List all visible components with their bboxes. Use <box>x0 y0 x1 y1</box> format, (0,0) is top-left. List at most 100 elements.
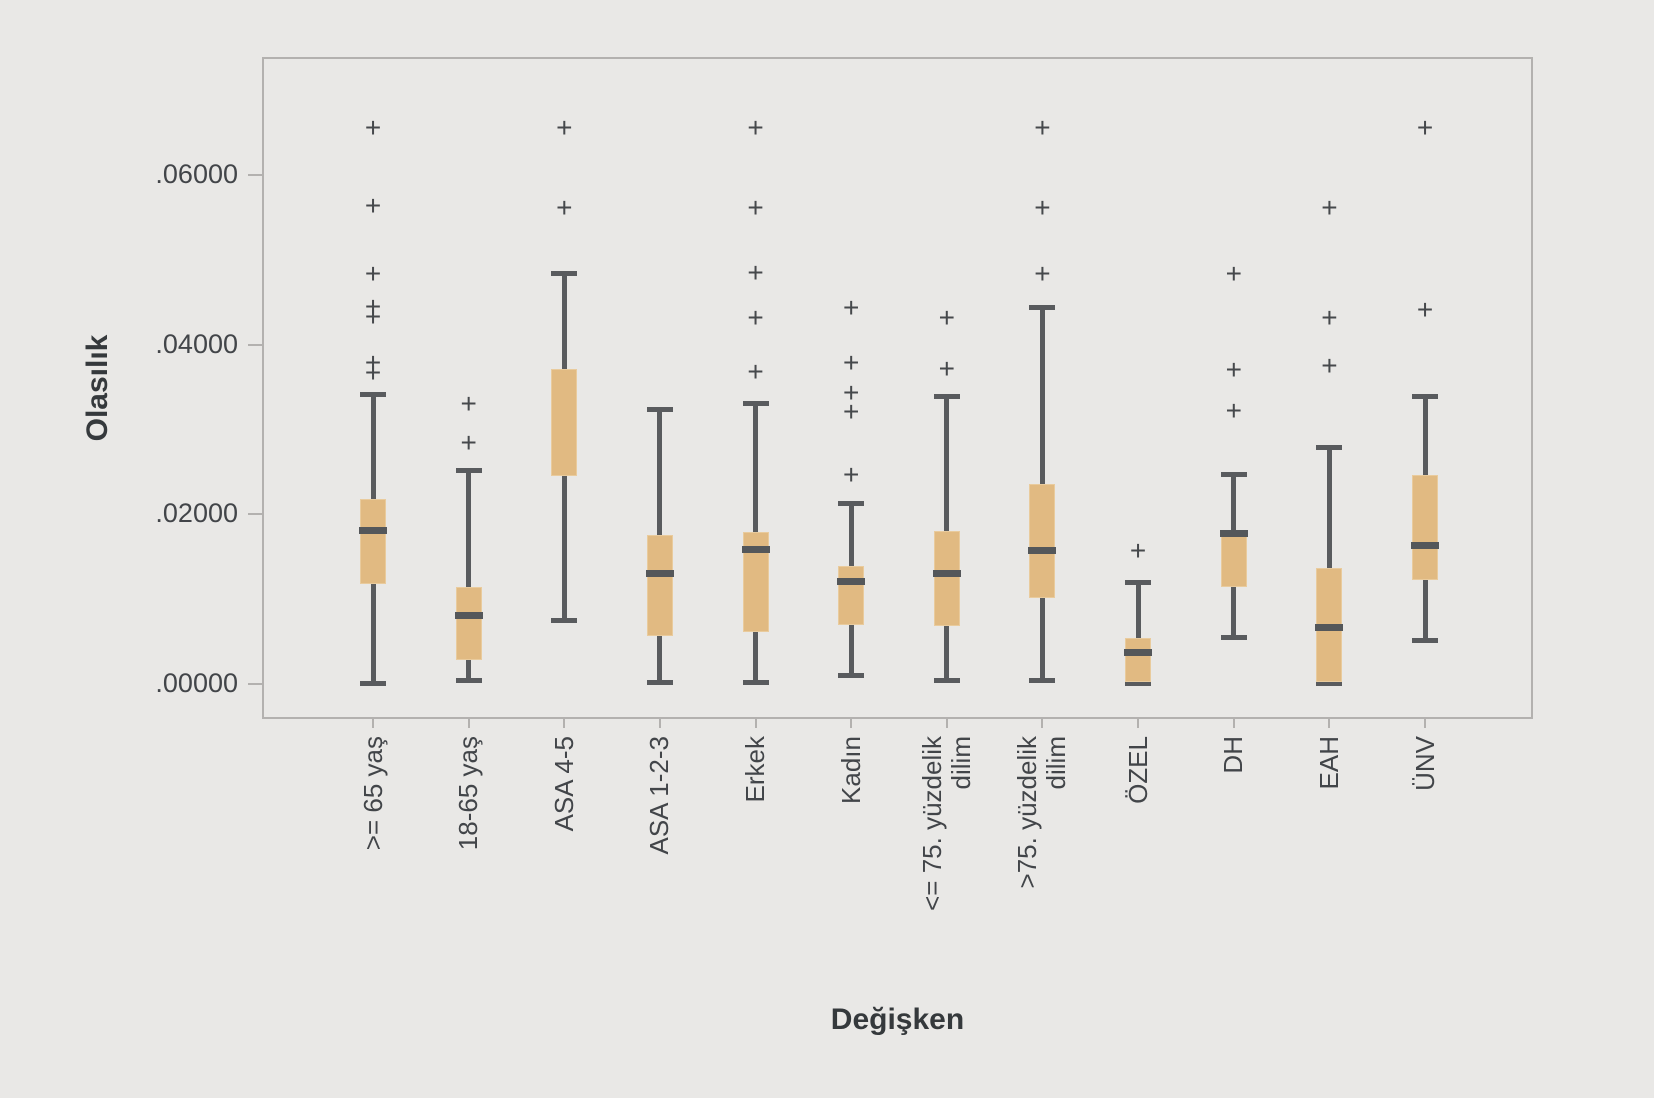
outlier-marker: + <box>556 112 573 144</box>
y-tick-label: .00000 <box>155 668 238 699</box>
whisker-cap-bottom <box>838 672 865 678</box>
x-tick-mark <box>1424 719 1427 728</box>
median-line <box>932 570 961 578</box>
outlier-marker: + <box>1416 293 1434 325</box>
outlier-marker: + <box>1034 192 1051 224</box>
median-line <box>1411 541 1440 549</box>
outlier-marker: + <box>1321 192 1338 224</box>
whisker-line <box>466 470 472 681</box>
x-tick-mark <box>1328 719 1331 728</box>
x-category-label: Kadın <box>835 736 866 804</box>
whisker-cap-top <box>838 500 865 506</box>
x-tick-mark <box>1041 719 1044 728</box>
box-rect <box>455 586 482 661</box>
outlier-marker: + <box>1321 349 1338 381</box>
y-axis-title: Olasılık <box>81 334 114 442</box>
box-rect <box>646 534 673 636</box>
x-category-label: >= 65 yaş <box>357 736 388 851</box>
outlier-marker: + <box>556 192 573 224</box>
whisker-cap-top <box>360 391 386 397</box>
y-tick-label: .02000 <box>155 498 238 529</box>
outlier-marker: + <box>843 395 860 427</box>
outlier-marker: + <box>747 355 764 387</box>
y-tick-label: .06000 <box>155 158 238 189</box>
box-rect <box>1220 530 1247 587</box>
whisker-line <box>1135 582 1141 685</box>
x-category-label: DH <box>1218 736 1249 774</box>
y-tick-mark <box>248 683 262 686</box>
y-tick-label: .04000 <box>155 328 238 359</box>
median-line <box>454 611 483 619</box>
y-tick-mark <box>248 513 262 516</box>
outlier-marker: + <box>364 112 382 144</box>
whisker-cap-top <box>1412 393 1439 399</box>
outlier-marker: + <box>1034 258 1051 290</box>
whisker-cap-bottom <box>1220 634 1247 640</box>
outlier-marker: + <box>364 190 382 222</box>
x-tick-mark <box>658 719 661 728</box>
x-tick-mark <box>1137 719 1140 728</box>
x-tick-mark <box>945 719 948 728</box>
whisker-cap-bottom <box>1125 681 1152 687</box>
outlier-marker: + <box>747 302 764 334</box>
median-line <box>1315 623 1344 631</box>
outlier-marker: + <box>843 377 860 409</box>
whisker-cap-top <box>455 468 482 474</box>
x-category-label: ASA 1-2-3 <box>644 736 675 855</box>
median-line <box>837 578 866 585</box>
outlier-marker: + <box>938 353 956 385</box>
whisker-cap-top <box>742 401 769 407</box>
box-rect <box>838 566 865 625</box>
whisker-cap-bottom <box>933 677 960 683</box>
outlier-marker: + <box>747 257 764 289</box>
median-line <box>1124 649 1153 657</box>
whisker-cap-bottom <box>1029 677 1056 683</box>
y-tick-mark <box>248 343 262 346</box>
whisker-cap-top <box>933 393 960 399</box>
median-line <box>359 527 387 535</box>
median-line <box>1219 529 1248 537</box>
x-category-label: ASA 4-5 <box>548 736 579 832</box>
x-tick-mark <box>1232 719 1235 728</box>
outlier-marker: + <box>747 192 764 224</box>
whisker-cap-top <box>1125 580 1152 586</box>
x-category-label: 18-65 yaş <box>453 736 484 851</box>
whisker-cap-bottom <box>646 679 673 685</box>
x-category-label: ÜNV <box>1409 736 1440 791</box>
x-tick-mark <box>467 719 470 728</box>
whisker-cap-top <box>1029 305 1056 311</box>
whisker-cap-bottom <box>1412 637 1439 643</box>
x-tick-mark <box>563 719 566 728</box>
outlier-marker: + <box>938 302 956 334</box>
x-axis-title: Değişken <box>830 1003 965 1036</box>
x-category-label: <= 75. yüzdelik dilim <box>916 736 976 911</box>
box-rect <box>551 369 578 477</box>
whisker-cap-top <box>1316 445 1343 451</box>
outlier-marker: + <box>843 292 860 324</box>
outlier-marker: + <box>364 258 382 290</box>
box-rect <box>1125 637 1152 683</box>
outlier-marker: + <box>1225 354 1242 386</box>
outlier-marker: + <box>364 356 382 388</box>
box-rect <box>360 499 386 585</box>
outlier-marker: + <box>1225 258 1242 290</box>
whisker-cap-bottom <box>455 677 482 683</box>
outlier-marker: + <box>364 346 382 378</box>
x-category-label: ÖZEL <box>1122 736 1153 804</box>
outlier-marker: + <box>747 112 764 144</box>
whisker-line <box>1326 447 1332 685</box>
x-tick-mark <box>850 719 853 728</box>
x-tick-mark <box>754 719 757 728</box>
median-line <box>741 545 770 553</box>
whisker-cap-bottom <box>551 617 578 623</box>
outlier-marker: + <box>1225 394 1242 426</box>
box-rect <box>1029 483 1056 599</box>
outlier-marker: + <box>460 427 477 459</box>
outlier-marker: + <box>1034 112 1051 144</box>
whisker-cap-top <box>646 407 673 413</box>
outlier-marker: + <box>460 388 477 420</box>
outlier-marker: + <box>1416 112 1434 144</box>
x-tick-mark <box>372 719 374 728</box>
outlier-marker: + <box>364 290 382 322</box>
